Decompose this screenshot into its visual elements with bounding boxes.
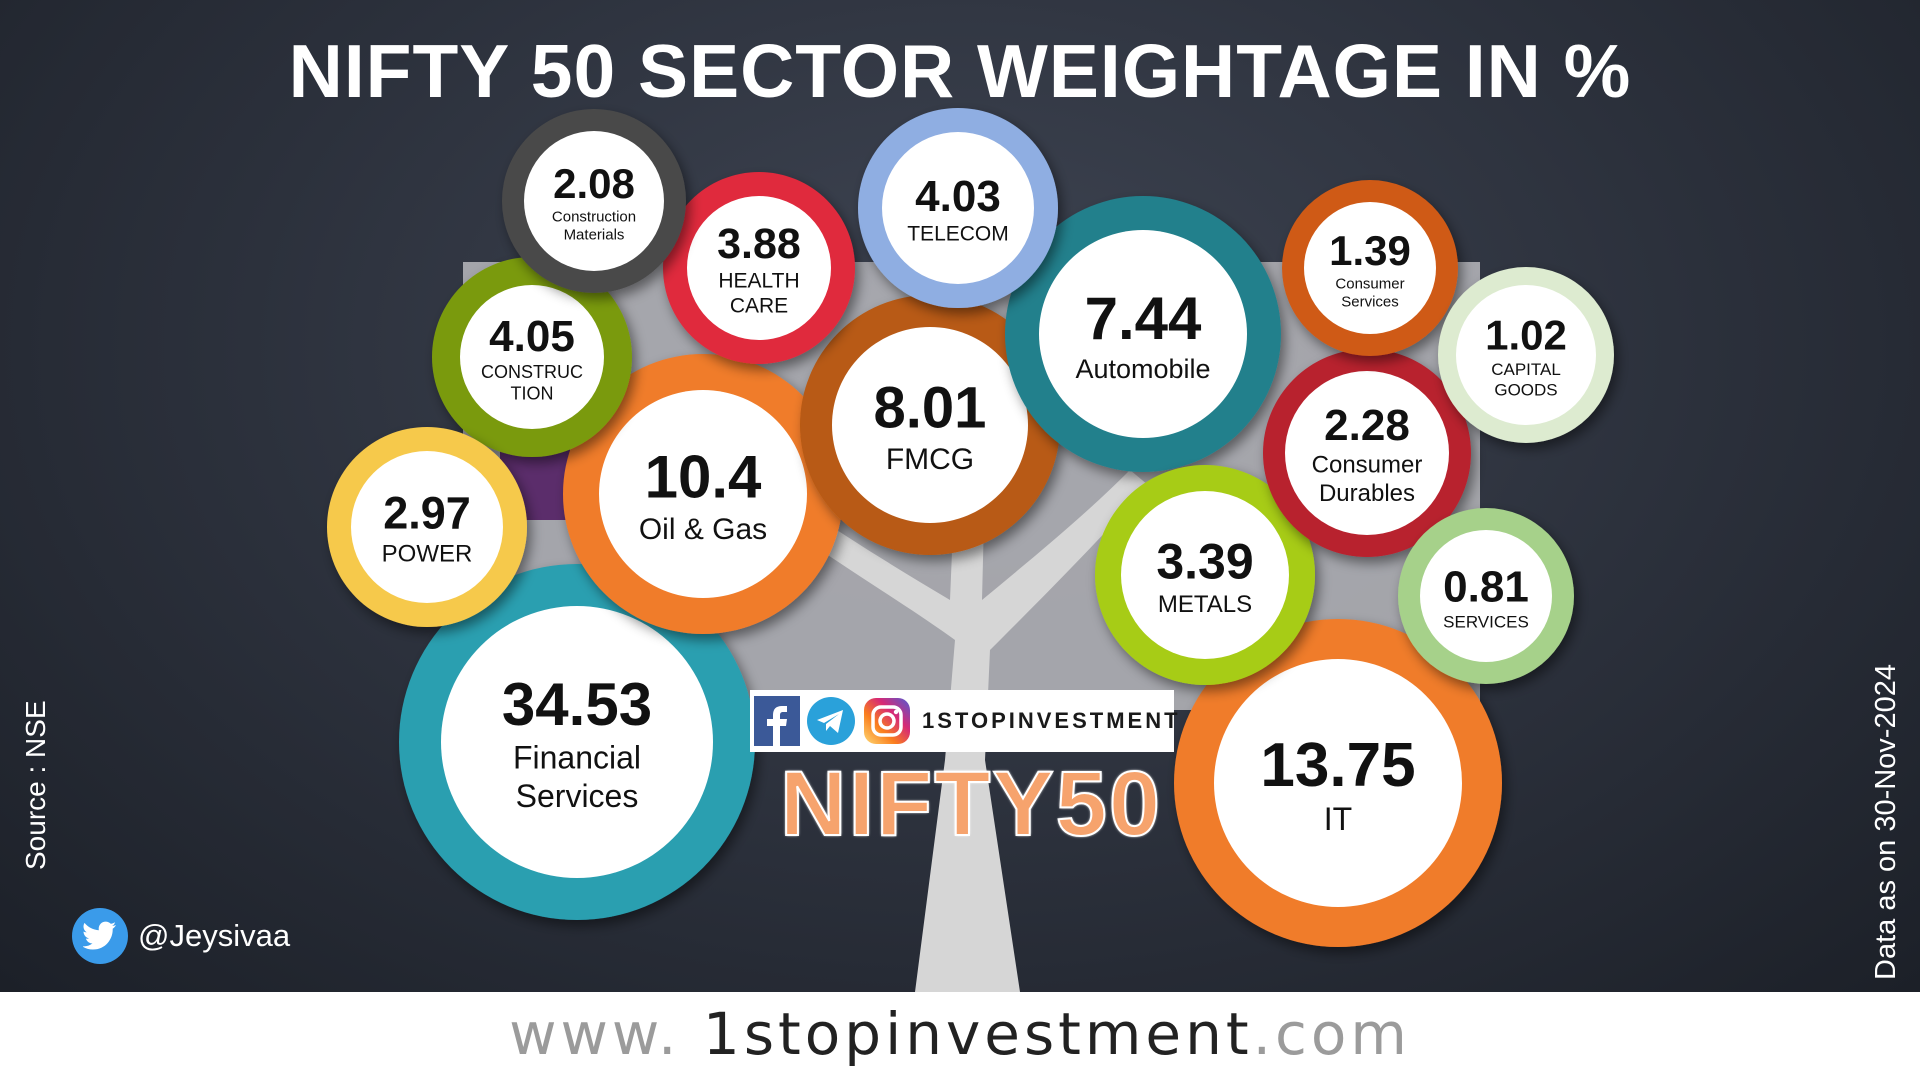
bubble-core bbox=[1121, 491, 1289, 659]
bubble-label: Financial bbox=[513, 740, 641, 776]
brand-name: 1STOPINVESTMENT bbox=[922, 708, 1181, 733]
bubble-label: Durables bbox=[1319, 480, 1415, 507]
bubble-value: 4.03 bbox=[915, 172, 1001, 221]
bubble-label: METALS bbox=[1158, 591, 1252, 618]
bubble-value: 34.53 bbox=[502, 671, 652, 738]
bubble-label: SERVICES bbox=[1443, 612, 1529, 631]
bubble-value: 3.39 bbox=[1156, 533, 1253, 589]
bubble-core bbox=[599, 390, 807, 598]
bubble-value: 7.44 bbox=[1085, 285, 1202, 352]
website-footer[interactable]: www. 1stopinvestment.com bbox=[0, 1000, 1920, 1068]
bubble-core bbox=[832, 327, 1028, 523]
telegram-icon bbox=[806, 694, 856, 748]
twitter-bird-icon bbox=[72, 908, 128, 964]
bubble-core bbox=[1420, 530, 1552, 662]
bubble-label: Services bbox=[1341, 293, 1399, 310]
bubble-value: 1.02 bbox=[1485, 312, 1567, 359]
bubble-value: 8.01 bbox=[874, 376, 987, 441]
bubble-label: GOODS bbox=[1494, 380, 1557, 399]
bubble-core bbox=[524, 131, 664, 271]
bubble-label: POWER bbox=[382, 540, 473, 567]
bubble-value: 2.28 bbox=[1324, 401, 1410, 450]
bubble-label: Oil & Gas bbox=[639, 513, 767, 546]
bubble-value: 2.97 bbox=[383, 488, 471, 539]
bubble-value: 13.75 bbox=[1260, 731, 1415, 800]
bubble-core bbox=[687, 196, 831, 340]
source-note: Source : NSE bbox=[20, 700, 51, 870]
bubble-label: CARE bbox=[730, 295, 788, 318]
bubble-core bbox=[1456, 285, 1596, 425]
bubble-label: Automobile bbox=[1075, 354, 1210, 384]
bubble-label: TELECOM bbox=[907, 223, 1009, 246]
bubble-label: TION bbox=[511, 383, 554, 403]
bubble-label: Consumer bbox=[1312, 451, 1423, 478]
social-handle: @Jeysivaa bbox=[72, 908, 290, 964]
bubble-value: 2.08 bbox=[553, 160, 635, 207]
bubble-value: 4.05 bbox=[489, 312, 575, 361]
bubble-label: IT bbox=[1324, 801, 1352, 837]
bubble-core bbox=[1304, 202, 1436, 334]
website-name: 1stopinvestment bbox=[702, 1000, 1253, 1068]
bubble-value: 3.88 bbox=[717, 220, 801, 268]
bubble-value: 0.81 bbox=[1443, 562, 1529, 611]
index-wordmark: NIFTY50 bbox=[779, 752, 1163, 856]
date-note: Data as on 30-Nov-2024 bbox=[1870, 664, 1902, 980]
bubble-value: 1.39 bbox=[1329, 227, 1411, 274]
chart-title: NIFTY 50 SECTOR WEIGHTAGE IN % bbox=[288, 29, 1632, 113]
bubble-core bbox=[441, 606, 713, 878]
bubble-label: HEALTH bbox=[718, 269, 799, 292]
instagram-icon bbox=[862, 694, 912, 748]
bubble-core bbox=[1214, 659, 1462, 907]
bubble-core bbox=[1039, 230, 1247, 438]
bubble-core bbox=[351, 451, 503, 603]
brand-bar: 1STOPINVESTMENT bbox=[750, 690, 1178, 752]
bubble-core bbox=[882, 132, 1034, 284]
handle-text: @Jeysivaa bbox=[138, 918, 291, 953]
website-prefix: www. bbox=[509, 1000, 703, 1068]
bubble-label: Services bbox=[516, 778, 639, 814]
infographic-canvas: 34.53 Financial Services 13.75 IT 10.4 Oil & G… bbox=[0, 0, 1920, 992]
bubble-label: Construction bbox=[552, 208, 636, 225]
bubble-label: CAPITAL bbox=[1491, 360, 1561, 379]
bubble-value: 10.4 bbox=[645, 443, 762, 510]
bubble-core bbox=[460, 285, 604, 429]
bubble-label: Consumer bbox=[1335, 275, 1404, 292]
facebook-icon bbox=[754, 694, 800, 748]
bubble-label: CONSTRUC bbox=[481, 362, 583, 382]
bubble-core bbox=[1285, 371, 1449, 535]
website-suffix: .com bbox=[1252, 1000, 1411, 1068]
bubble-label: Materials bbox=[564, 226, 625, 243]
bubble-label: FMCG bbox=[886, 443, 974, 476]
